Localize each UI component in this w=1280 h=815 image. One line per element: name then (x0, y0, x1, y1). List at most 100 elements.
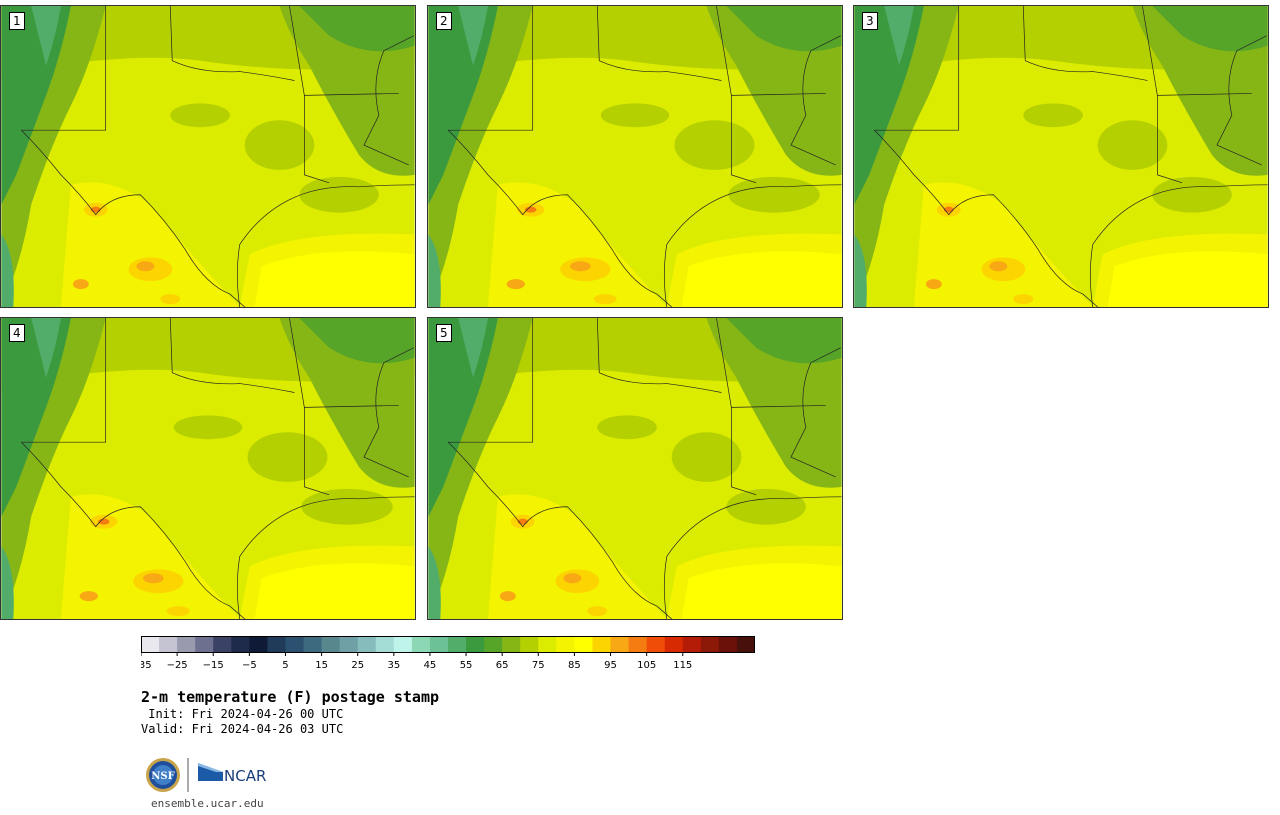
state-border (1022, 6, 1148, 81)
temperature-map (428, 318, 842, 619)
valid-time: Valid: Fri 2024-04-26 03 UTC (141, 722, 344, 736)
temperature-region (1097, 120, 1168, 170)
colorbar-bin (466, 636, 485, 653)
state-border (304, 93, 399, 96)
state-border (716, 318, 732, 487)
temperature-region (913, 182, 1093, 307)
state-border (236, 496, 415, 619)
temperature-region (31, 6, 61, 66)
init-time: Init: Fri 2024-04-26 00 UTC (141, 707, 344, 721)
colorbar-bin (339, 636, 359, 653)
temperature-region (79, 591, 98, 602)
temperature-region (524, 206, 537, 213)
colorbar-tick-label: 25 (351, 660, 364, 671)
nsf-logo-text: NSF (151, 771, 174, 782)
temperature-region (299, 318, 415, 364)
temperature-region (726, 6, 842, 52)
state-border (21, 318, 107, 443)
state-border (447, 129, 672, 307)
panel-label: 1 (9, 12, 25, 30)
colorbar-bin (375, 636, 395, 653)
state-border (731, 174, 757, 184)
state-border (1216, 35, 1267, 166)
temperature-region (506, 279, 525, 290)
state-border (1157, 93, 1252, 96)
temperature-region (726, 488, 806, 525)
state-border (596, 6, 722, 81)
colorbar-tick-label: 105 (637, 660, 656, 671)
state-border (169, 318, 295, 393)
temperature-region (72, 279, 89, 290)
colorbar-bin (159, 636, 178, 653)
colorbar-bin (646, 636, 666, 653)
colorbar-bin (177, 636, 196, 653)
temperature-region (458, 6, 488, 66)
map-panel-3: 3 (853, 5, 1269, 308)
panel-label: 3 (862, 12, 878, 30)
figure-title: 2-m temperature (F) postage stamp (141, 688, 440, 706)
temperature-region (1, 546, 14, 619)
colorbar-ticks: −35 −25 −15 −5 5 15 25 35 45 55 65 75 85 95 105 115 (141, 653, 692, 671)
temperature-region (1152, 6, 1268, 52)
temperature-region (854, 6, 924, 205)
state-border (21, 6, 107, 131)
temperature-region (681, 563, 842, 619)
state-border (236, 184, 415, 307)
temperature-region (563, 573, 582, 584)
colorbar-bin (610, 636, 630, 653)
colorbar-tick-label: 85 (568, 660, 581, 671)
temperature-region (428, 318, 498, 517)
ncar-logo-text: NCAR (224, 767, 266, 785)
temperature-region (244, 120, 315, 170)
temperature-region (925, 279, 942, 290)
map-panel-5: 5 (427, 317, 843, 620)
temperature-region (681, 251, 842, 307)
colorbar-bin (285, 636, 305, 653)
state-border (596, 318, 722, 393)
temperature-region (726, 318, 842, 364)
temperature-map (428, 6, 842, 307)
map-panel-2: 2 (427, 5, 843, 308)
state-border (447, 441, 672, 619)
colorbar-bin (321, 636, 341, 653)
colorbar-bin (628, 636, 648, 653)
temperature-region (1152, 176, 1232, 213)
state-border (874, 6, 960, 131)
temperature-region (299, 176, 379, 213)
logos: NSF NCAR (146, 758, 266, 792)
colorbar-bin (393, 636, 413, 653)
temperature-region (160, 294, 181, 305)
temperature-region (136, 261, 155, 272)
temperature-region (593, 294, 617, 305)
temperature-region (1013, 294, 1034, 305)
temperature-region (671, 432, 742, 482)
colorbar-tick-label: −25 (167, 660, 188, 671)
temperature-region (173, 415, 243, 440)
state-border (1157, 174, 1183, 184)
colorbar-tick-label: 35 (387, 660, 400, 671)
panel-label: 4 (9, 324, 25, 342)
colorbar-tick-label: −5 (242, 660, 257, 671)
colorbar-bin (664, 636, 684, 653)
colorbar-bin (592, 636, 612, 653)
temperature-region (428, 6, 498, 205)
temperature-region (587, 606, 608, 617)
colorbar-bin (700, 636, 720, 653)
temperature-region (97, 518, 110, 525)
colorbar-tick-label: −15 (203, 660, 224, 671)
state-border (304, 486, 330, 496)
colorbar-bin (574, 636, 593, 653)
colorbar-bin (556, 636, 575, 653)
state-border (448, 318, 534, 443)
colorbar-bin (249, 636, 268, 653)
temperature-region (254, 563, 415, 619)
temperature-region (1107, 251, 1268, 307)
state-border (304, 405, 399, 408)
colorbar-bin (682, 636, 702, 653)
temperature-region (60, 182, 240, 307)
temperature-region (428, 234, 441, 307)
state-border (448, 6, 534, 131)
colorbar-tick-label: 115 (673, 660, 692, 671)
colorbar-bin (484, 636, 503, 653)
temperature-region (1, 234, 14, 307)
